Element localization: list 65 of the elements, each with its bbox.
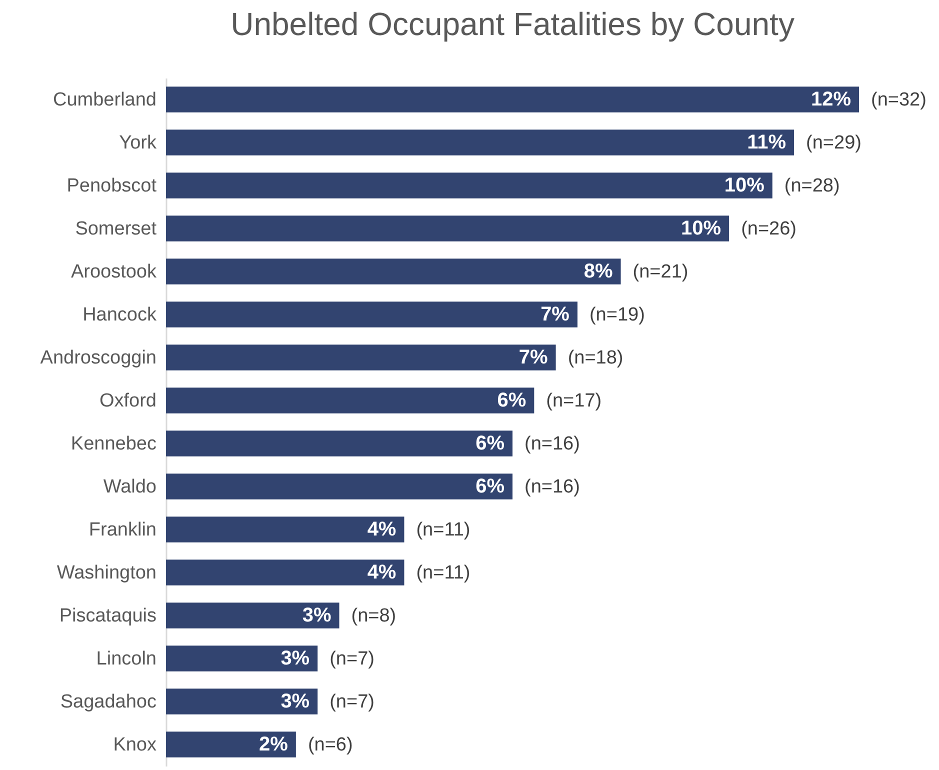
bar: [166, 388, 534, 414]
bar: [166, 430, 512, 456]
y-tick-label: Cumberland: [53, 90, 156, 110]
data-label: (n=18): [568, 348, 624, 368]
y-tick-label: Knox: [113, 734, 157, 756]
y-tick-label: Lincoln: [96, 648, 156, 670]
annotation: 6%: [497, 390, 526, 412]
data-label: (n=16): [524, 434, 580, 454]
annotation: 6%: [476, 432, 505, 454]
annotation: 3%: [302, 604, 332, 626]
y-tick-label: Hancock: [82, 304, 157, 326]
data-label: (n=7): [330, 648, 374, 670]
annotation: 8%: [584, 260, 613, 282]
annotation: 12%: [810, 88, 852, 110]
bar: [166, 732, 296, 758]
annotation: 10%: [681, 218, 722, 240]
y-tick-label: Sagadahoc: [60, 692, 156, 712]
annotation: 4%: [367, 562, 396, 584]
data-label: (n=8): [351, 606, 396, 626]
y-tick-label: Piscataquis: [59, 606, 156, 626]
bar: [166, 302, 578, 328]
annotation: 11%: [747, 132, 786, 154]
bar: [166, 516, 404, 542]
data-label: (n=32): [871, 90, 926, 110]
y-tick-label: York: [119, 132, 157, 154]
annotation: 3%: [280, 690, 310, 712]
bar: [166, 646, 318, 672]
data-label: (n=29): [806, 132, 862, 154]
bar: [166, 130, 794, 156]
annotation: 10%: [724, 174, 765, 196]
bar: [166, 172, 772, 198]
bar: [166, 474, 512, 500]
y-tick-label: Penobscot: [66, 176, 158, 196]
annotation: 7%: [518, 346, 548, 368]
y-tick-label: Franklin: [88, 520, 156, 540]
data-label: (n=11): [416, 520, 470, 540]
bar: [166, 688, 318, 714]
annotation: 6%: [476, 476, 505, 498]
bar: [166, 258, 621, 284]
y-tick-label: Androscoggin: [40, 348, 156, 368]
y-tick-label: Washington: [56, 562, 156, 584]
data-label: (n=19): [589, 304, 645, 326]
y-tick-label: Oxford: [99, 390, 156, 412]
data-label: (n=17): [546, 390, 602, 412]
data-label: (n=16): [524, 476, 580, 498]
annotation: 4%: [367, 518, 396, 540]
data-label: (n=21): [632, 262, 688, 282]
data-label: (n=6): [308, 734, 353, 756]
bar: [166, 560, 404, 586]
bar: [166, 216, 730, 242]
y-tick-label: Aroostook: [70, 262, 157, 282]
annotation: 3%: [280, 648, 310, 670]
annotation: 2%: [259, 734, 288, 756]
annotation: 7%: [540, 304, 570, 326]
bar: [166, 344, 556, 370]
data-label: (n=7): [330, 692, 374, 712]
y-tick-label: Kennebec: [70, 434, 156, 454]
data-label: (n=11): [416, 562, 470, 584]
data-label: (n=26): [741, 218, 797, 240]
chart-title: Unbelted Occupant Fatalities by County: [230, 6, 794, 42]
bar: [166, 86, 859, 112]
y-tick-label: Waldo: [103, 476, 156, 498]
bar: [166, 602, 340, 628]
y-tick-label: Somerset: [75, 218, 158, 240]
data-label: (n=28): [784, 176, 840, 196]
